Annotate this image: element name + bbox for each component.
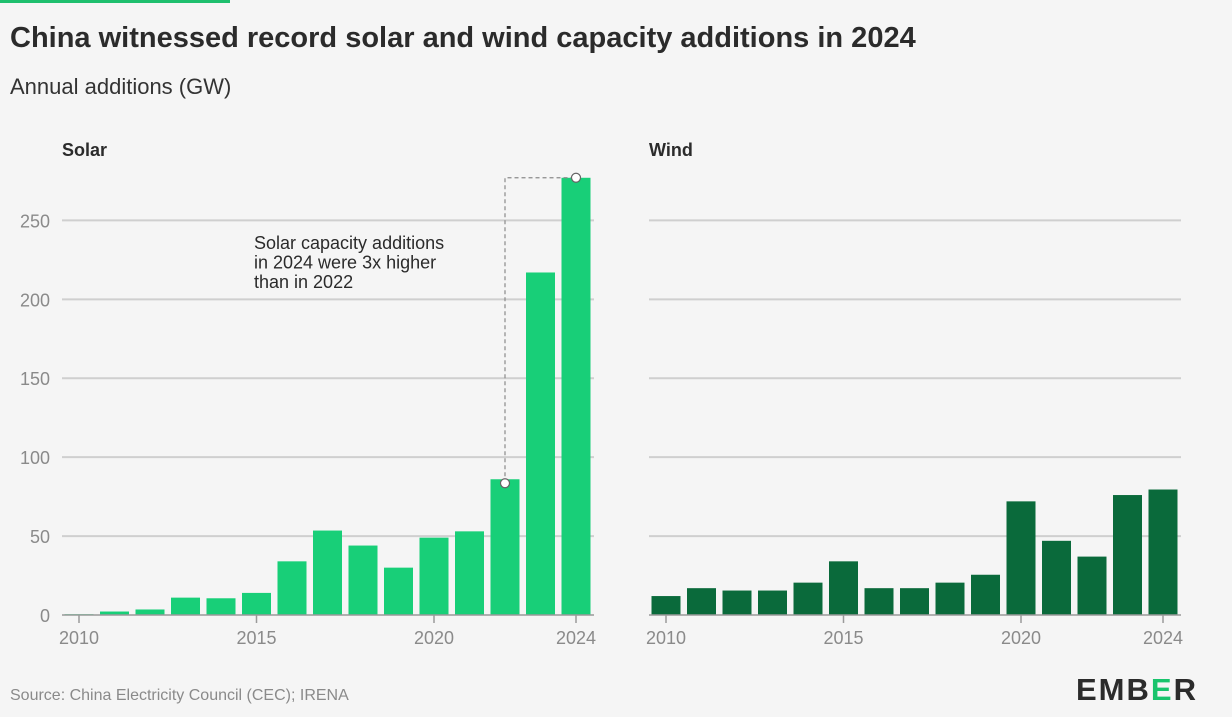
wind-bar-2022 — [1077, 556, 1107, 615]
annotation-text-line-1: Solar capacity additions — [254, 233, 444, 253]
solar-y-tick-label-100: 100 — [20, 448, 50, 468]
wind-bar-2020 — [1006, 501, 1036, 615]
wind-bar-2016 — [864, 588, 894, 615]
logo-mark: E — [1150, 672, 1174, 707]
wind-bar-2017 — [900, 588, 929, 615]
solar-bar-2020 — [419, 537, 449, 615]
solar-x-tick-label-2020: 2020 — [414, 628, 454, 648]
solar-y-tick-label-250: 250 — [20, 211, 50, 231]
wind-panel-label: Wind — [649, 140, 693, 160]
chart-subtitle: Annual additions (GW) — [10, 74, 232, 99]
wind-bar-2024 — [1148, 489, 1178, 615]
wind-x-tick-label-2024: 2024 — [1143, 628, 1183, 648]
wind-bar-2010 — [651, 596, 681, 615]
solar-x-tick-label-2024: 2024 — [556, 628, 596, 648]
logo-text-post: R — [1173, 672, 1198, 707]
annotation-connector — [504, 177, 576, 484]
wind-bar-2021 — [1042, 540, 1071, 615]
wind-bar-2011 — [687, 588, 716, 615]
solar-y-tick-label-50: 50 — [30, 527, 50, 547]
solar-bar-2018 — [348, 545, 378, 615]
solar-panel-label: Solar — [62, 140, 107, 160]
wind-x-tick-label-2010: 2010 — [646, 628, 686, 648]
annotation-dot-end — [570, 172, 582, 183]
solar-bar-2012 — [135, 609, 165, 615]
solar-bar-2024 — [561, 177, 591, 615]
solar-bar-2019 — [384, 567, 413, 615]
solar-bar-2013 — [171, 597, 200, 615]
wind-bar-2018 — [935, 582, 965, 615]
solar-bar-2022 — [490, 479, 520, 615]
accent-bar — [0, 0, 230, 3]
solar-bar-2017 — [313, 530, 342, 615]
annotation-dot-start — [499, 478, 511, 489]
solar-y-tick-label-0: 0 — [40, 606, 50, 626]
solar-y-tick-label-150: 150 — [20, 369, 50, 389]
solar-bar-2011 — [100, 611, 129, 615]
wind-bar-2023 — [1113, 495, 1142, 615]
wind-bar-2013 — [758, 590, 787, 615]
wind-x-tick-label-2020: 2020 — [1001, 628, 1041, 648]
wind-bar-2014 — [793, 582, 823, 615]
logo-text-pre: EMB — [1076, 672, 1151, 707]
solar-bar-2021 — [455, 531, 484, 615]
ember-logo: EMBER — [1076, 672, 1198, 708]
solar-y-tick-label-200: 200 — [20, 290, 50, 310]
annotation-text-line-2: in 2024 were 3x higher — [254, 253, 436, 273]
solar-x-tick-label-2015: 2015 — [236, 628, 276, 648]
solar-x-tick-label-2010: 2010 — [59, 628, 99, 648]
wind-bar-2012 — [722, 590, 752, 615]
solar-bar-2016 — [277, 561, 307, 615]
annotation-text-line-3: than in 2022 — [254, 272, 353, 292]
chart-title: China witnessed record solar and wind ca… — [10, 22, 916, 54]
solar-bar-2014 — [206, 598, 236, 615]
wind-bar-2015 — [829, 561, 858, 615]
source-note: Source: China Electricity Council (CEC);… — [10, 687, 349, 704]
solar-bar-2023 — [526, 272, 555, 615]
wind-x-tick-label-2015: 2015 — [823, 628, 863, 648]
wind-bar-2019 — [971, 574, 1000, 615]
solar-bar-2015 — [242, 592, 271, 615]
